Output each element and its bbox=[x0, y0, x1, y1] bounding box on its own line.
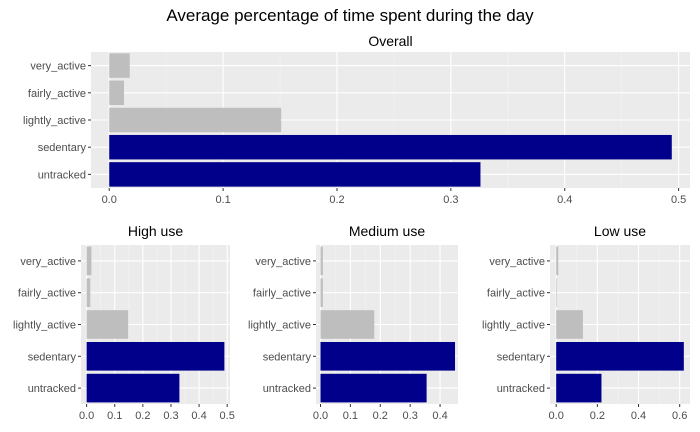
chart-title: Average percentage of time spent during … bbox=[166, 6, 534, 25]
x-tick-label: 0.4 bbox=[191, 410, 206, 422]
bar-untracked bbox=[86, 373, 180, 403]
y-tick-label: untracked bbox=[28, 383, 76, 395]
x-tick-label: 0.0 bbox=[102, 194, 117, 206]
panel-title: Medium use bbox=[349, 223, 425, 239]
bar-untracked bbox=[320, 373, 427, 403]
panel-title: Overall bbox=[368, 33, 412, 49]
bar-untracked bbox=[109, 162, 481, 187]
panel-high-use: High use very_active fairly_active lightly_… bbox=[13, 223, 235, 422]
panel-title: Low use bbox=[594, 223, 646, 239]
bar-sedentary bbox=[109, 134, 672, 160]
bar-very_active bbox=[86, 246, 92, 276]
y-tick-label: fairly_active bbox=[28, 88, 86, 100]
x-tick-label: 0.1 bbox=[215, 194, 230, 206]
x-tick-label: 0.5 bbox=[671, 194, 686, 206]
panel-title: High use bbox=[128, 223, 183, 239]
bar-very_active bbox=[109, 53, 130, 78]
x-tick-label: 0.3 bbox=[163, 410, 178, 422]
y-tick-label: very_active bbox=[20, 256, 76, 268]
x-tick-label: 0.4 bbox=[557, 194, 572, 206]
bar-sedentary bbox=[320, 341, 456, 371]
y-tick-label: lightly_active bbox=[248, 320, 311, 332]
x-tick-label: 0.2 bbox=[590, 410, 605, 422]
bar-sedentary bbox=[556, 341, 684, 371]
y-tick-label: fairly_active bbox=[253, 288, 311, 300]
x-tick-label: 0.5 bbox=[220, 410, 235, 422]
y-tick-label: fairly_active bbox=[18, 288, 76, 300]
x-tick-label: 0.4 bbox=[432, 410, 447, 422]
bar-sedentary bbox=[86, 341, 225, 371]
panel-medium-use: Medium use very_active fairly_activelightl… bbox=[248, 223, 458, 422]
y-tick-label: lightly_active bbox=[23, 115, 86, 127]
x-tick-label: 0.0 bbox=[79, 410, 94, 422]
bar-lightly_active bbox=[320, 310, 375, 339]
x-tick-label: 0.1 bbox=[343, 410, 358, 422]
y-tick-label: fairly_active bbox=[487, 288, 545, 300]
y-tick-label: lightly_active bbox=[13, 320, 76, 332]
bar-untracked bbox=[556, 373, 602, 403]
panel-low-use: Low use very_active fairly_active lightly_a… bbox=[482, 223, 690, 422]
y-tick-label: sedentary bbox=[263, 351, 312, 363]
x-tick-label: 0.3 bbox=[403, 410, 418, 422]
x-tick-label: 0.2 bbox=[373, 410, 388, 422]
y-tick-label: sedentary bbox=[28, 351, 77, 363]
y-tick-label: untracked bbox=[38, 169, 86, 181]
bar-fairly_active bbox=[109, 80, 125, 106]
y-tick-label: very_active bbox=[255, 256, 311, 268]
y-tick-label: sedentary bbox=[497, 351, 546, 363]
x-tick-label: 0.6 bbox=[672, 410, 687, 422]
x-tick-label: 0.3 bbox=[443, 194, 458, 206]
bar-lightly_active bbox=[86, 310, 129, 339]
y-tick-label: lightly_active bbox=[482, 320, 545, 332]
x-tick-label: 0.1 bbox=[107, 410, 122, 422]
bar-fairly_active bbox=[86, 278, 91, 308]
bar-lightly_active bbox=[109, 107, 282, 133]
panel-overall: Overall very_active fairly_active lightly_a… bbox=[23, 33, 690, 206]
y-tick-label: sedentary bbox=[38, 142, 87, 154]
x-tick-label: 0.2 bbox=[135, 410, 150, 422]
x-tick-label: 0.0 bbox=[313, 410, 328, 422]
x-tick-label: 0.4 bbox=[631, 410, 646, 422]
bar-very_active bbox=[556, 246, 559, 276]
bar-lightly_active bbox=[556, 310, 583, 339]
y-tick-label: untracked bbox=[263, 383, 311, 395]
bar-fairly_active bbox=[320, 278, 323, 308]
bar-very_active bbox=[320, 246, 323, 276]
bar-fairly_active bbox=[556, 278, 557, 308]
x-tick-label: 0.2 bbox=[329, 194, 344, 206]
y-tick-label: untracked bbox=[497, 383, 545, 395]
x-tick-label: 0.0 bbox=[549, 410, 564, 422]
y-tick-label: very_active bbox=[30, 61, 86, 73]
y-tick-label: very_active bbox=[489, 256, 545, 268]
